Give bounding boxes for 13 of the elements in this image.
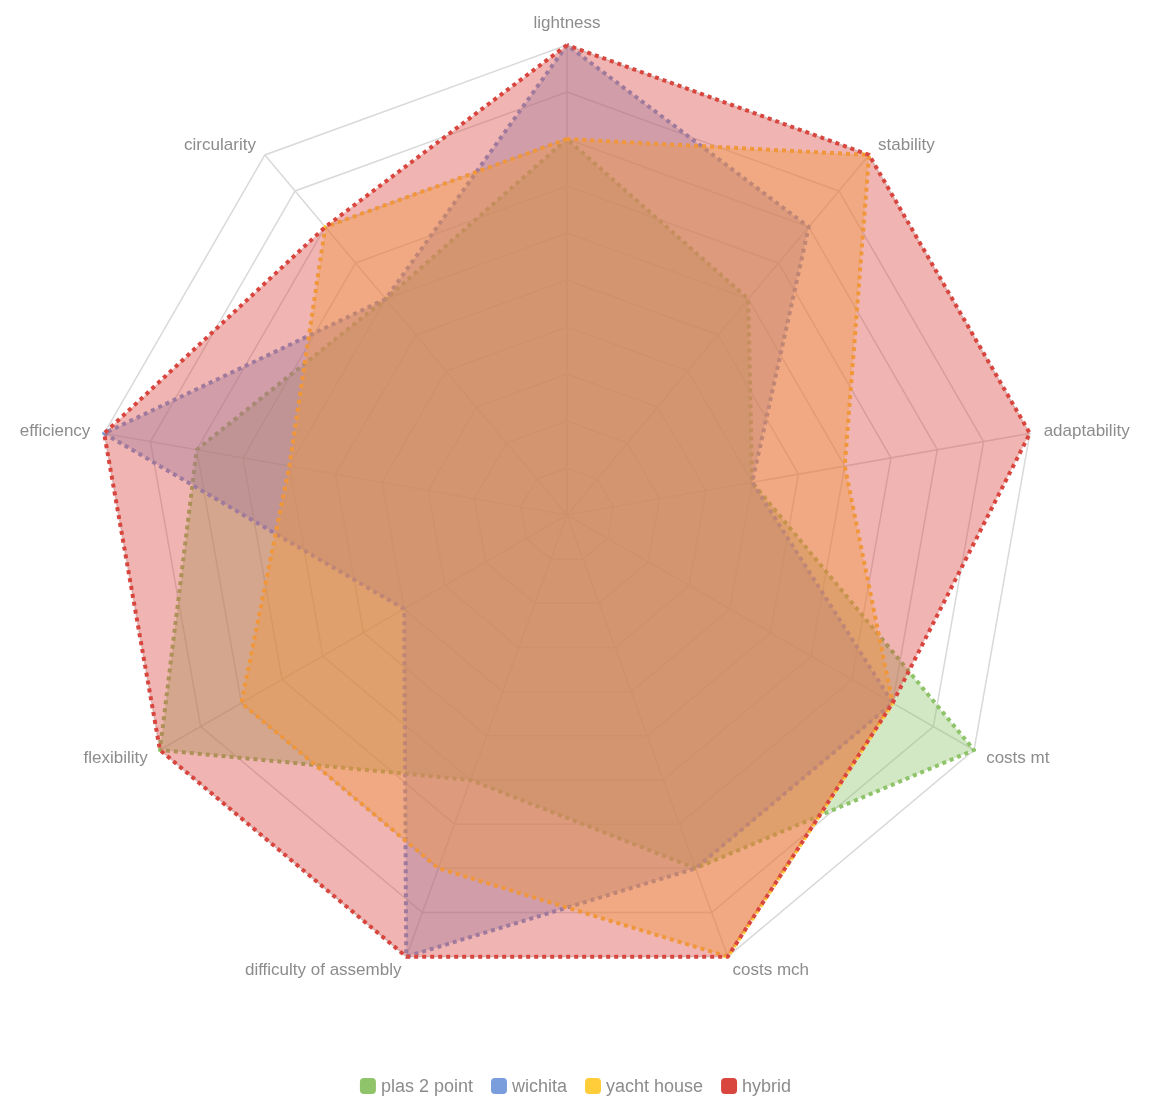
spoke-label: costs mt <box>986 747 1050 767</box>
spoke-label: stability <box>878 134 936 154</box>
spoke-label: costs mch <box>732 960 810 980</box>
spoke-label: circularity <box>184 134 257 154</box>
spoke-label: efficiency <box>19 421 91 441</box>
legend-label: yacht house <box>606 1076 704 1096</box>
spoke-label: lightness <box>533 13 601 32</box>
legend-label: wichita <box>510 1076 568 1096</box>
spoke-label: difficulty of assembly <box>244 960 402 980</box>
legend-label: hybrid <box>742 1076 792 1096</box>
spoke-label: flexibility <box>83 747 149 767</box>
spoke-label: adaptability <box>1043 421 1131 441</box>
legend-label: plas 2 point <box>380 1076 473 1096</box>
